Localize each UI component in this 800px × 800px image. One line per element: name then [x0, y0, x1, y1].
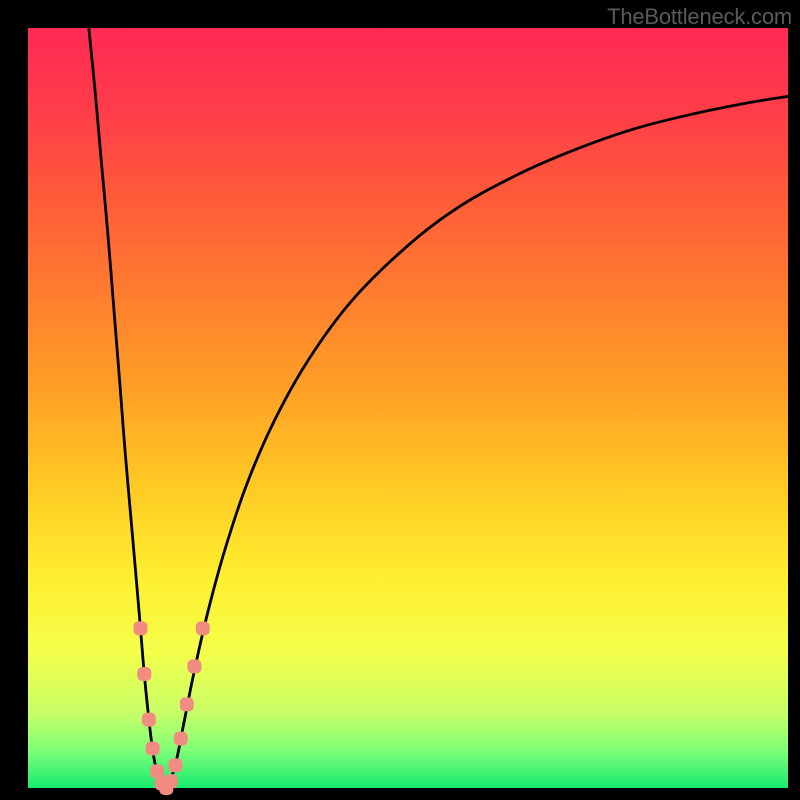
data-marker — [142, 713, 156, 727]
data-marker — [180, 697, 194, 711]
data-marker — [187, 659, 201, 673]
bottleneck-chart-svg — [0, 0, 800, 800]
data-marker — [150, 764, 164, 778]
data-marker — [133, 621, 147, 635]
data-marker — [168, 758, 182, 772]
data-marker — [174, 732, 188, 746]
data-marker — [146, 741, 160, 755]
data-marker — [196, 621, 210, 635]
data-marker — [137, 667, 151, 681]
chart-canvas: TheBottleneck.com — [0, 0, 800, 800]
watermark-label: TheBottleneck.com — [607, 4, 792, 30]
data-marker — [164, 774, 178, 788]
